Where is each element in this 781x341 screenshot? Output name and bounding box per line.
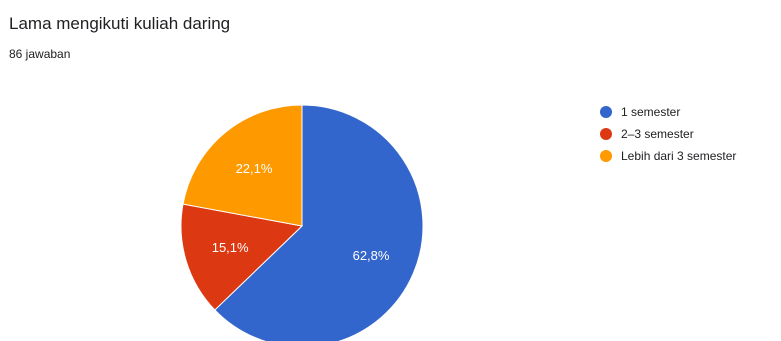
legend-label: Lebih dari 3 semester (621, 149, 737, 163)
chart-legend: 1 semester 2–3 semester Lebih dari 3 sem… (600, 103, 736, 169)
legend-label: 2–3 semester (621, 127, 694, 141)
legend-swatch (600, 128, 612, 140)
pie-slice-1[interactable] (214, 104, 424, 341)
chart-title: Lama mengikuti kuliah daring (9, 14, 231, 33)
legend-item-2-3-semester[interactable]: 2–3 semester (600, 125, 736, 143)
chart-subtitle: 86 jawaban (9, 47, 71, 61)
slice-data-label-3: 22,1% (236, 161, 273, 176)
legend-label: 1 semester (621, 105, 681, 119)
slice-data-label-1: 62,8% (353, 248, 390, 263)
pie-slice-2[interactable] (180, 203, 304, 311)
slice-data-label-2: 15,1% (212, 240, 249, 255)
legend-item-lebih-dari-3-semester[interactable]: Lebih dari 3 semester (600, 147, 736, 165)
pie-slice-3[interactable] (182, 104, 303, 227)
legend-swatch (600, 150, 612, 162)
legend-swatch (600, 106, 612, 118)
legend-item-1-semester[interactable]: 1 semester (600, 103, 736, 121)
